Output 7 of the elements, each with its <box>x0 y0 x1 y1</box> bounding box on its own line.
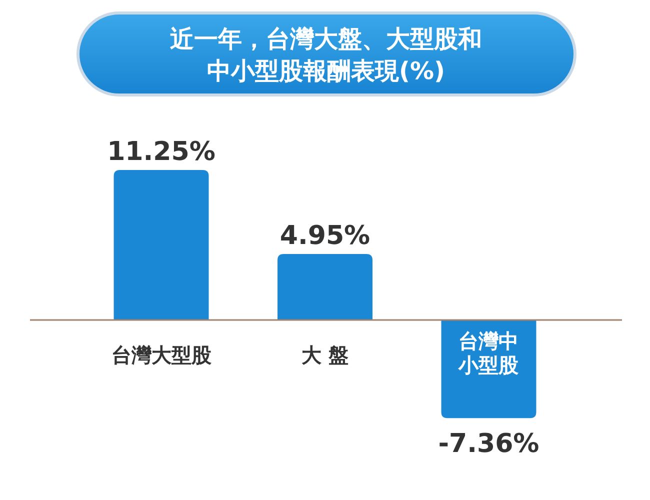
x-tick-label: 大 盤 <box>302 343 348 367</box>
data-label: 4.95% <box>280 221 370 251</box>
data-label: -7.36% <box>438 429 540 460</box>
x-tick-label: 台灣中小型股 <box>458 329 520 377</box>
chart-title: 近一年，台灣大盤、大型股和中小型股報酬表現(%) <box>170 25 482 85</box>
data-label: 11.25% <box>107 137 216 167</box>
x-tick-label: 台灣大型股 <box>111 343 212 367</box>
